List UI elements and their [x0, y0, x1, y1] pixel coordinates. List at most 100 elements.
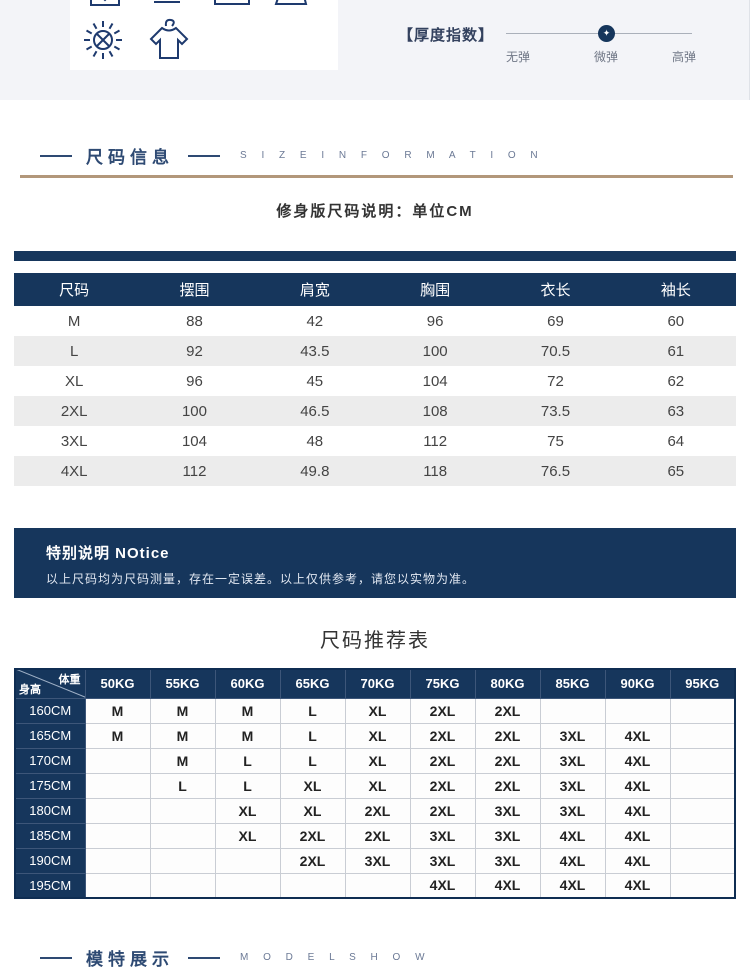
recommend-size-cell	[669, 722, 736, 749]
size-table-cell: 75	[547, 432, 564, 450]
thickness-options: 无弹 微弹 高弹	[398, 22, 728, 82]
size-table-header-cell: 肩宽	[254, 273, 375, 306]
recommend-size-cell	[669, 822, 736, 849]
size-table-row: 3XL 104 48 112 75 64	[14, 426, 736, 456]
recommend-size-cell: L	[149, 772, 216, 799]
thickness-label: 【厚度指数】	[398, 27, 495, 44]
size-table-header-cell: 摆围	[134, 273, 255, 306]
size-table-row: XL 96 45 104 72 62	[14, 366, 736, 396]
recommend-row: 160CM M M M L XL 2XL 2XL	[14, 697, 736, 724]
basin-icon	[90, 0, 120, 6]
height-cell: 185CM	[14, 822, 86, 849]
recommend-size-cell: 3XL	[539, 747, 606, 774]
recommend-size-cell: 4XL	[604, 872, 671, 899]
recommend-size-cell	[669, 697, 736, 724]
recommend-size-cell: 4XL	[539, 872, 606, 899]
size-table-cell: 88	[186, 312, 203, 330]
recommend-size-cell: XL	[344, 722, 411, 749]
size-recommendation-table: 体重 身高 50KG 55KG 60KG 65KG 70KG 75KG 80KG 85KG 90KG…	[14, 668, 736, 899]
recommend-size-cell: 4XL	[604, 747, 671, 774]
size-table-cell: 61	[615, 336, 736, 366]
recommend-size-cell: XL	[214, 797, 281, 824]
recommend-row: 175CM L L XL XL 2XL 2XL 3XL 4XL	[14, 772, 736, 799]
size-table-cell: 65	[615, 456, 736, 486]
notice-box: 特别说明 NOtice 以上尺码均为尺码测量，存在一定误差。以上仅供参考，请您以…	[14, 528, 736, 598]
recommend-size-cell: 4XL	[409, 872, 476, 899]
size-table-cell: 3XL	[60, 432, 88, 450]
recommend-size-cell	[279, 872, 346, 899]
size-table-cell: 43.5	[254, 336, 375, 366]
recommend-size-cell	[214, 872, 281, 899]
size-table-cell: 104	[181, 432, 207, 450]
weight-header-cell: 55KG	[149, 668, 216, 699]
recommend-size-cell: 3XL	[474, 847, 541, 874]
recommend-size-cell: 2XL	[409, 772, 476, 799]
thickness-option-slight: 微弹	[593, 50, 619, 64]
size-table-row: L 92 43.5 100 70.5 61	[14, 336, 736, 366]
recommend-size-cell	[84, 797, 151, 824]
size-table-cell: 45	[306, 372, 324, 390]
recommend-size-cell	[344, 872, 411, 899]
size-table-header-cell: 袖长	[615, 273, 736, 306]
tan-divider	[20, 175, 733, 178]
size-info-header: 尺码信息 S I Z E I N F O R M A T I O N	[40, 143, 544, 168]
recommend-size-cell: 3XL	[539, 722, 606, 749]
recommend-size-cell: 3XL	[409, 822, 476, 849]
recommend-size-cell	[149, 872, 216, 899]
weight-header-cell: 70KG	[344, 668, 411, 699]
size-table-row: 2XL 100 46.5 108 73.5 63	[14, 396, 736, 426]
height-cell: 180CM	[14, 797, 86, 824]
iron-icon	[274, 0, 308, 5]
size-table-cell: 62	[667, 372, 685, 390]
recommend-size-cell: 2XL	[409, 722, 476, 749]
corner-weight-label: 体重	[58, 674, 81, 686]
recommend-row: 170CM M L L XL 2XL 2XL 3XL 4XL	[14, 747, 736, 774]
recommend-size-cell: 4XL	[539, 847, 606, 874]
recommend-size-cell: 2XL	[474, 747, 541, 774]
size-table-cell: 46.5	[254, 396, 375, 426]
recommend-size-cell: XL	[214, 822, 281, 849]
recommend-size-cell	[669, 872, 736, 899]
recommend-size-cell	[84, 772, 151, 799]
size-table-row: M 88 42 96 69 60	[14, 306, 736, 336]
recommend-size-cell: M	[214, 697, 281, 724]
recommend-size-cell: L	[214, 772, 281, 799]
recommend-size-cell: 3XL	[474, 797, 541, 824]
height-cell: 160CM	[14, 697, 86, 724]
size-table-cell: 42	[306, 312, 324, 330]
size-table-header-cell: 胸围	[374, 273, 496, 306]
shirt-hanger-icon	[149, 18, 189, 59]
size-table-cell: 69	[547, 312, 564, 330]
recommend-size-cell: 2XL	[279, 847, 346, 874]
recommend-size-cell: 3XL	[539, 772, 606, 799]
top-care-block: 【厚度指数】 ✦ 无弹 微弹 高弹	[0, 0, 750, 100]
weight-header-cell: 65KG	[279, 668, 346, 699]
thickness-option-high: 高弹	[671, 50, 697, 64]
recommend-size-cell: 4XL	[604, 847, 671, 874]
recommend-size-cell: M	[84, 722, 151, 749]
recommend-row: 190CM 2XL 3XL 3XL 3XL 4XL 4XL	[14, 847, 736, 874]
size-table-cell: 73.5	[495, 396, 616, 426]
weight-header-cell: 50KG	[84, 668, 151, 699]
size-table-cell: 96	[186, 372, 203, 390]
corner-height-label: 身高	[19, 683, 41, 696]
thickness-option-none: 无弹	[505, 50, 531, 64]
size-table-cell: 100	[374, 336, 496, 366]
recommend-size-cell: 3XL	[474, 822, 541, 849]
header-dash-left	[40, 956, 72, 959]
weight-header-cell: 80KG	[474, 668, 541, 699]
height-cell: 165CM	[14, 722, 86, 749]
recommend-size-cell: 4XL	[604, 722, 671, 749]
size-table-cell: 4XL	[14, 456, 135, 486]
recommend-size-cell	[149, 822, 216, 849]
size-table-cell: 70.5	[495, 336, 616, 366]
recommend-size-cell: 4XL	[604, 822, 671, 849]
model-show-subtitle: M O D E L S H O W	[240, 952, 431, 963]
size-table-cell: 2XL	[14, 396, 135, 426]
recommend-size-cell: 2XL	[409, 697, 476, 724]
recommend-size-cell: 2XL	[474, 772, 541, 799]
size-table-cell: 112	[423, 432, 448, 450]
size-table-cell: 48	[306, 432, 324, 450]
recommend-size-cell: 2XL	[409, 747, 476, 774]
